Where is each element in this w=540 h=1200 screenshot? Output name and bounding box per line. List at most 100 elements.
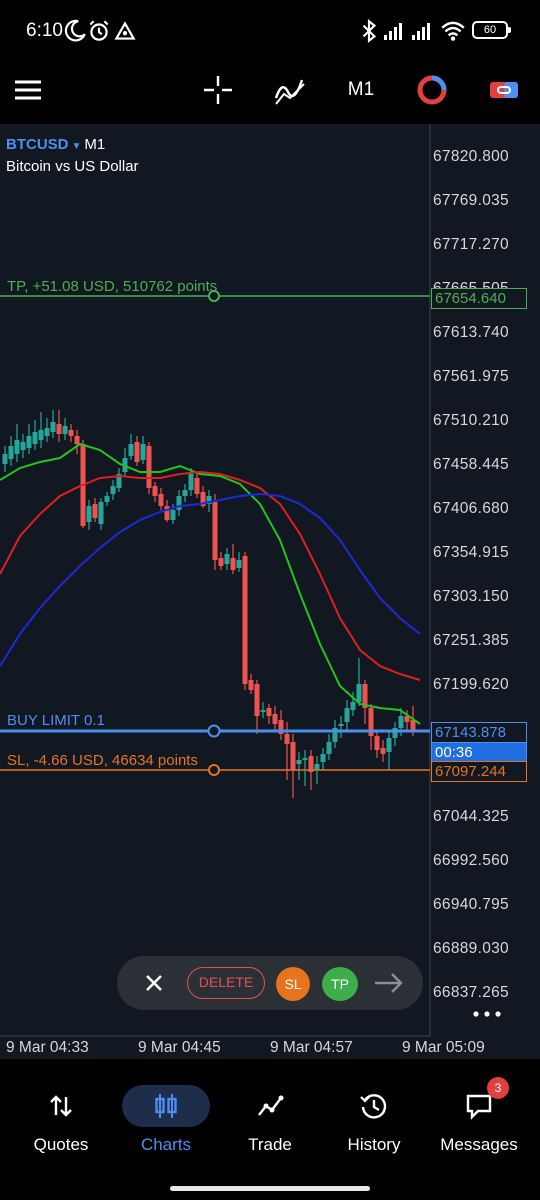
candles [2,410,416,798]
candle-body [92,504,98,518]
price-axis-label: 67717.270 [433,236,509,253]
candle-body [206,496,212,504]
price-axis-label: 66889.030 [433,940,509,957]
moon-icon [64,19,86,42]
trade-icon [258,1095,284,1116]
candle-body [344,708,350,722]
candle-body [368,708,374,736]
symbol-name[interactable]: BTCUSD [6,136,69,153]
candle-body [188,474,194,490]
sl-price-tag: 67097.244 [431,761,527,782]
candle-body [194,478,200,494]
ma-mid-line [0,470,421,681]
status-bar: 6:10 60 [0,0,540,60]
candle-body [386,738,392,752]
bottom-navigation: Quotes Charts Trade History 3 Messages [0,1059,540,1200]
nav-label: History [347,1135,401,1154]
candle-body [176,496,182,510]
trade-panel-icon[interactable] [484,70,524,110]
arrow-right-icon[interactable] [371,968,407,998]
candle-countdown: 00:36 [431,742,527,763]
candle-body [272,714,278,724]
symbol-header[interactable]: BTCUSD ▼ M1 [6,136,105,153]
set-sl-button[interactable]: SL [276,967,310,1001]
tp-handle [208,290,220,302]
price-axis-label: 67820.800 [433,148,509,165]
candle-body [134,442,140,462]
candle-body [74,436,80,444]
price-chart[interactable] [0,124,540,1059]
candle-body [164,506,170,520]
nav-label: Trade [248,1135,292,1154]
sl-line-label[interactable]: SL, -4.66 USD, 46634 points [7,752,198,769]
candle-body [356,684,362,702]
chart-area[interactable]: BTCUSD ▼ M1 Bitcoin vs US Dollar 67820.800… [0,124,540,1059]
crosshair-icon[interactable] [198,70,238,110]
candle-body [242,556,248,684]
price-axis-label: 67458.445 [433,456,509,473]
candle-body [8,446,14,459]
history-icon [360,1094,387,1119]
candle-body [266,708,272,716]
more-options-icon[interactable] [470,1002,504,1026]
symbol-dropdown-icon[interactable]: ▼ [71,141,82,152]
candle-body [296,760,302,764]
close-icon[interactable] [139,968,169,998]
candle-body [350,702,356,710]
set-tp-button[interactable]: TP [322,967,358,1001]
candle-body [170,510,176,520]
candle-body [260,710,266,712]
battery-icon: 60 [472,21,511,39]
candle-body [20,442,26,450]
nav-label: Messages [440,1135,518,1154]
home-indicator[interactable] [170,1186,370,1191]
nav-charts[interactable]: Charts [114,1087,218,1167]
tp-price-tag: 67654.640 [431,288,527,309]
nav-history[interactable]: History [322,1087,426,1167]
candle-body [230,558,236,570]
candle-body [410,720,416,730]
candle-body [398,716,404,728]
candle-body [158,494,164,506]
price-axis-label: 67510.210 [433,412,509,429]
timeframe-button[interactable]: M1 [347,79,375,100]
signal-icon [384,23,402,40]
candle-body [380,748,386,754]
time-label: 9 Mar 05:09 [402,1039,485,1056]
messages-badge: 3 [487,1077,509,1099]
candle-body [86,506,92,522]
candle-body [146,446,152,488]
bluetooth-icon [362,18,377,44]
candle-body [254,684,260,716]
nav-trade[interactable]: Trade [218,1087,322,1167]
buy-limit-line-label[interactable]: BUY LIMIT 0.1 [7,712,105,729]
indicators-icon[interactable] [270,70,310,110]
buy-limit-handle [207,724,221,738]
order-action-bar: DELETE SL TP [117,956,423,1010]
delete-order-button[interactable]: DELETE [187,967,265,999]
ma-slow-line [0,492,421,667]
price-axis-label: 67769.035 [433,192,509,209]
ma-fast-line [0,442,421,725]
price-axis-label: 67354.915 [433,544,509,561]
candle-body [314,764,320,770]
nav-quotes[interactable]: Quotes [9,1087,113,1167]
status-time: 6:10 [26,20,63,41]
menu-icon[interactable] [8,70,48,110]
candle-body [44,428,50,436]
candle-body [374,736,380,750]
candle-body [38,430,44,440]
one-click-trading-icon[interactable] [412,70,452,110]
messages-icon [466,1094,492,1120]
candle-body [116,474,122,488]
signal-icon-2 [412,23,430,40]
price-axis-label: 67303.150 [433,588,509,605]
time-label: 9 Mar 04:45 [138,1039,221,1056]
candle-body [62,426,68,434]
candle-body [326,742,332,754]
price-axis-label: 66992.560 [433,852,509,869]
candle-body [212,502,218,560]
charts-icon [155,1094,177,1118]
nav-messages[interactable]: 3 Messages [427,1077,531,1167]
tp-line-label[interactable]: TP, +51.08 USD, 510762 points [7,278,218,295]
